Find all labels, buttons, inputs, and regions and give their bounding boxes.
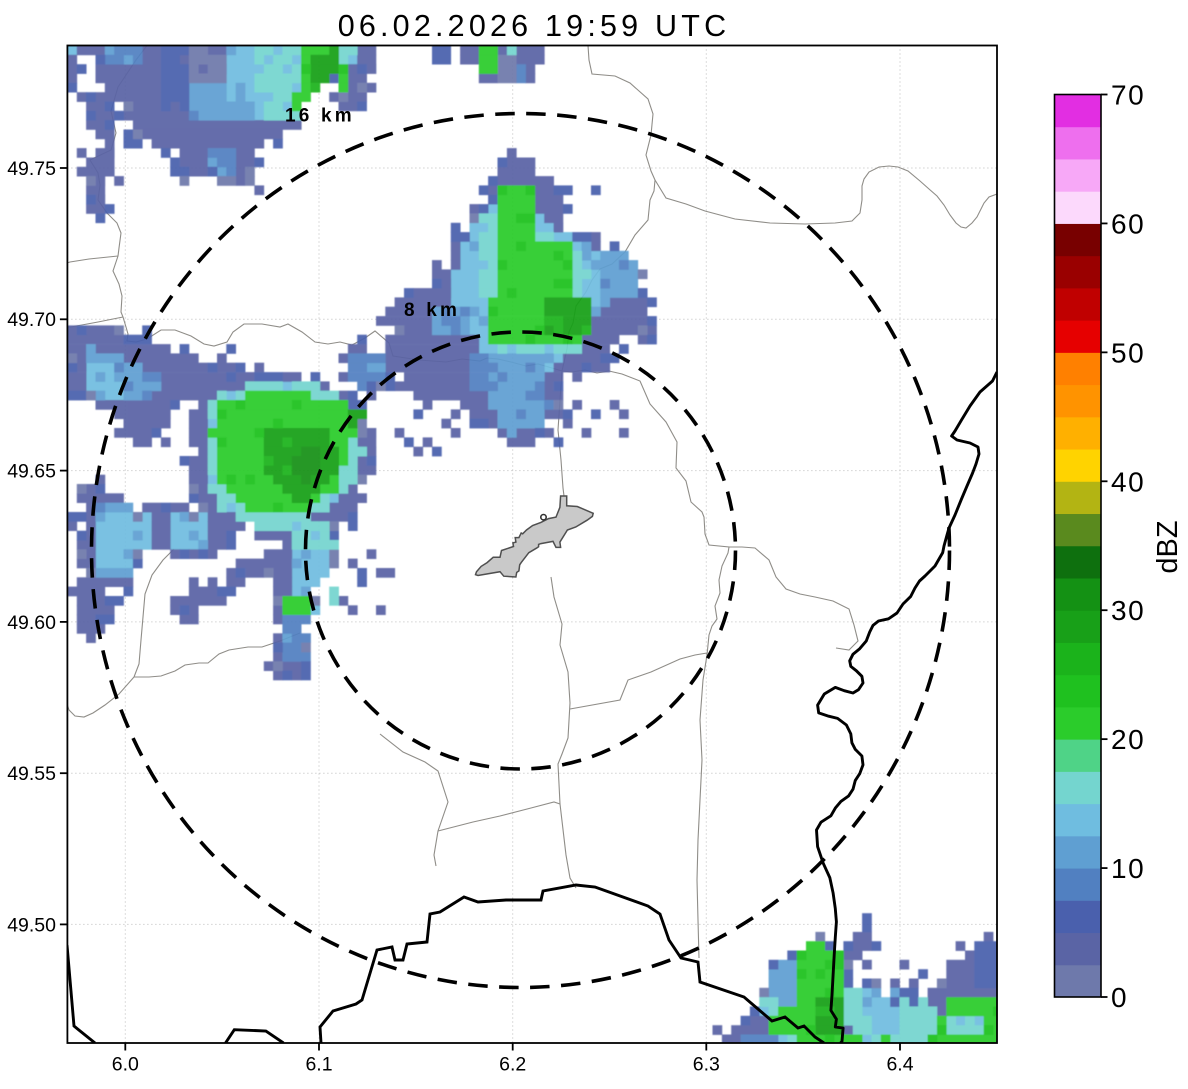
svg-text:6.4: 6.4	[886, 1054, 913, 1076]
svg-text:30: 30	[1111, 595, 1145, 626]
svg-text:20: 20	[1111, 724, 1145, 755]
svg-text:dBZ: dBZ	[1152, 520, 1184, 573]
svg-text:60: 60	[1111, 208, 1145, 239]
svg-text:06.02.2026 19:59 UTC: 06.02.2026 19:59 UTC	[338, 9, 731, 43]
svg-text:49.65: 49.65	[7, 461, 56, 483]
svg-text:40: 40	[1111, 466, 1145, 497]
svg-text:49.55: 49.55	[7, 763, 56, 785]
svg-text:8 km: 8 km	[404, 300, 460, 321]
svg-text:16 km: 16 km	[285, 106, 355, 127]
svg-text:70: 70	[1111, 80, 1145, 111]
svg-text:6.1: 6.1	[305, 1054, 332, 1076]
svg-text:50: 50	[1111, 337, 1145, 368]
svg-text:49.75: 49.75	[7, 158, 56, 180]
svg-text:6.3: 6.3	[693, 1054, 720, 1076]
svg-text:0: 0	[1111, 982, 1128, 1013]
svg-text:10: 10	[1111, 853, 1145, 884]
svg-text:49.60: 49.60	[7, 612, 56, 634]
svg-text:49.70: 49.70	[7, 309, 56, 331]
svg-text:6.2: 6.2	[499, 1054, 526, 1076]
svg-text:6.0: 6.0	[112, 1054, 139, 1076]
svg-text:49.50: 49.50	[7, 914, 56, 936]
